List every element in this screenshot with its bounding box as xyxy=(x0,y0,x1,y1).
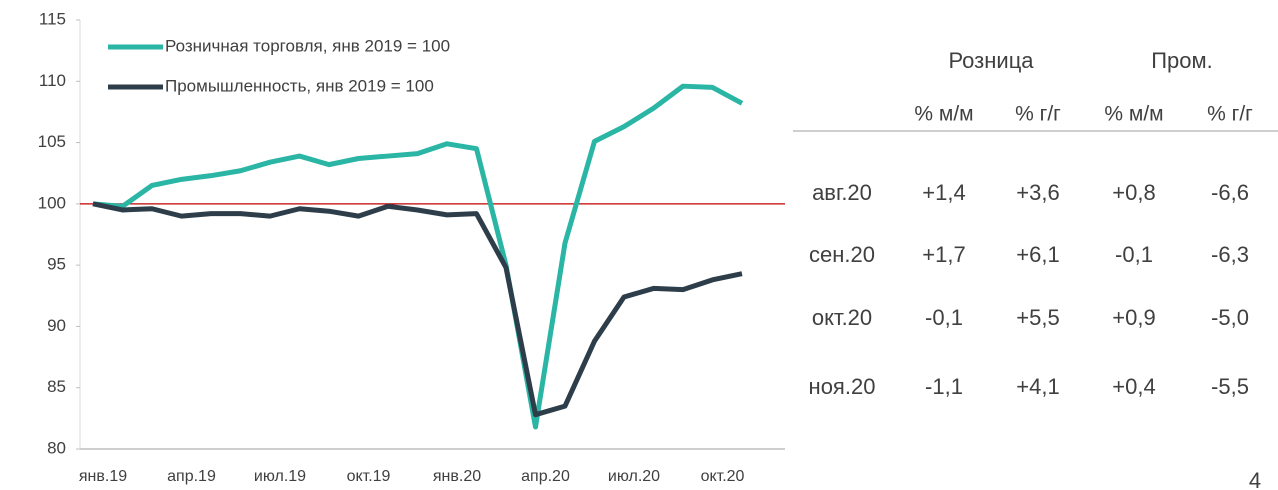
table-cell: +3,6 xyxy=(1016,180,1059,205)
x-tick-label: окт.20 xyxy=(701,468,745,485)
legend-label: Промышленность, янв 2019 = 100 xyxy=(165,76,434,95)
table-group-header: Пром. xyxy=(1151,48,1213,73)
table-cell: +0,9 xyxy=(1112,305,1155,330)
x-tick-label: апр.20 xyxy=(521,468,570,485)
table-cell: -1,1 xyxy=(925,374,963,399)
series-line xyxy=(92,83,744,430)
x-tick-label: июл.19 xyxy=(254,468,306,485)
y-tick-label: 110 xyxy=(39,71,66,90)
table-cell: -5,5 xyxy=(1211,374,1249,399)
y-tick-label: 80 xyxy=(47,438,66,457)
table-row-label: окт.20 xyxy=(812,305,872,330)
y-tick-label: 95 xyxy=(47,255,66,274)
x-tick-label: окт.19 xyxy=(347,468,391,485)
table-cell: +1,4 xyxy=(922,180,965,205)
page-number: 4 xyxy=(1249,468,1261,490)
x-tick-label: янв.19 xyxy=(79,468,127,485)
y-tick-label: 85 xyxy=(47,377,66,396)
table-row-label: авг.20 xyxy=(812,180,872,205)
table-cell: -0,1 xyxy=(925,305,963,330)
table-cell: -0,1 xyxy=(1115,242,1153,267)
table-group-header: Розница xyxy=(948,48,1034,73)
table-cell: +1,7 xyxy=(922,242,965,267)
table-cell: -5,0 xyxy=(1211,305,1249,330)
table-cell: -6,3 xyxy=(1211,242,1249,267)
table-cell: +4,1 xyxy=(1016,374,1059,399)
table-cell: +0,4 xyxy=(1112,374,1155,399)
series-line xyxy=(92,201,743,418)
table-row-label: ноя.20 xyxy=(809,374,876,399)
y-tick-label: 100 xyxy=(38,193,66,212)
table-column-header: % м/м xyxy=(914,103,973,126)
x-tick-label: янв.20 xyxy=(433,468,481,485)
table-cell: +0,8 xyxy=(1112,180,1155,205)
table-column-header: % г/г xyxy=(1207,103,1253,126)
x-tick-label: апр.19 xyxy=(167,468,216,485)
y-tick-label: 115 xyxy=(39,9,66,28)
x-tick-label: июл.20 xyxy=(608,468,660,485)
y-tick-label: 90 xyxy=(47,316,66,335)
table-cell: +5,5 xyxy=(1016,305,1059,330)
legend-label: Розничная торговля, янв 2019 = 100 xyxy=(165,36,450,55)
table-cell: +6,1 xyxy=(1016,242,1059,267)
y-tick-label: 105 xyxy=(38,132,66,151)
table-cell: -6,6 xyxy=(1211,180,1249,205)
table-column-header: % м/м xyxy=(1104,103,1163,126)
table-row-label: сен.20 xyxy=(809,242,875,267)
table-column-header: % г/г xyxy=(1015,103,1061,126)
